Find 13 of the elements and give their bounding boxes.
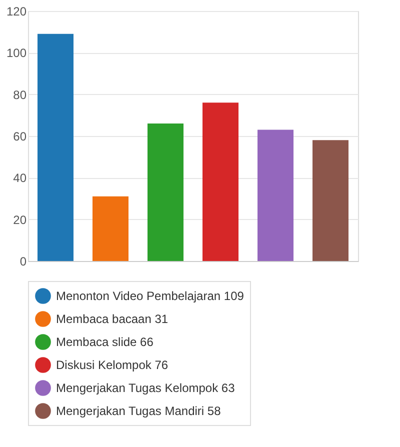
legend-label: Mengerjakan Tugas Kelompok 63	[56, 381, 236, 395]
y-tick-label: 80	[13, 88, 27, 102]
y-tick-label: 20	[13, 212, 27, 227]
legend-label: Diskusi Kelompok 76	[56, 358, 168, 372]
y-tick-label: 120	[6, 4, 27, 18]
legend-label: Menonton Video Pembelajaran 109	[56, 289, 244, 303]
y-tick-label: 60	[13, 130, 27, 144]
legend-label: Membaca bacaan 31	[56, 312, 168, 326]
legend-label: Mengerjakan Tugas Mandiri 58	[56, 404, 222, 418]
y-tick-label: 0	[20, 254, 27, 268]
y-tick-label: 100	[6, 46, 27, 60]
legend-label: Membaca slide 66	[56, 335, 154, 349]
y-tick-label: 40	[13, 171, 27, 186]
